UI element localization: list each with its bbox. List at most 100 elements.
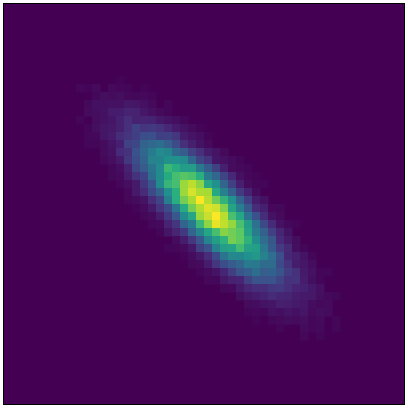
heatmap-cell <box>284 292 293 301</box>
heatmap-cell <box>188 156 197 165</box>
heatmap-cell <box>204 156 213 165</box>
heatmap-cell <box>92 132 101 141</box>
heatmap-cell <box>228 228 237 237</box>
heatmap-cell <box>332 292 341 301</box>
heatmap-cell <box>172 220 181 229</box>
heatmap-cell <box>228 196 237 205</box>
heatmap-cell <box>260 236 269 245</box>
heatmap-cell <box>316 316 325 325</box>
heatmap-cell <box>132 108 141 117</box>
heatmap-cell <box>220 148 229 157</box>
heatmap-cell <box>84 124 93 133</box>
heatmap-cell <box>140 156 149 165</box>
heatmap-cell <box>300 316 309 325</box>
heatmap-cell <box>324 308 333 317</box>
heatmap-cell <box>140 84 149 93</box>
heatmap-cell <box>220 228 229 237</box>
heatmap-cell <box>324 268 333 277</box>
heatmap-cell <box>260 244 269 253</box>
heatmap-cell <box>212 236 221 245</box>
heatmap-cell <box>132 124 141 133</box>
heatmap-cell <box>164 244 173 253</box>
heatmap-cell <box>268 276 277 285</box>
heatmap-cell <box>252 244 261 253</box>
heatmap-cell <box>316 332 325 341</box>
heatmap-cell <box>140 172 149 181</box>
heatmap-cell <box>220 244 229 253</box>
heatmap-cell <box>332 316 341 325</box>
heatmap-cell <box>324 292 333 301</box>
heatmap-cell <box>220 212 229 221</box>
heatmap-cell <box>236 220 245 229</box>
heatmap-cell <box>212 172 221 181</box>
heatmap-cell <box>180 212 189 221</box>
heatmap-cell <box>244 188 253 197</box>
heatmap-cell <box>156 156 165 165</box>
heatmap-cell <box>116 116 125 125</box>
heatmap-cell <box>116 156 125 165</box>
heatmap-cell <box>300 284 309 293</box>
heatmap-cell <box>180 164 189 173</box>
heatmap-cell <box>204 148 213 157</box>
heatmap-plot-area <box>76 76 341 341</box>
heatmap-cell <box>172 228 181 237</box>
heatmap-cell <box>276 244 285 253</box>
heatmap-cell <box>204 172 213 181</box>
heatmap-cell <box>220 196 229 205</box>
heatmap-cell <box>332 324 341 333</box>
heatmap-cell <box>76 116 85 125</box>
heatmap-cell <box>84 132 93 141</box>
heatmap-cell <box>300 324 309 333</box>
heatmap-cell <box>268 244 277 253</box>
heatmap-cell <box>276 324 285 333</box>
heatmap-cell <box>292 292 301 301</box>
heatmap-cell <box>156 212 165 221</box>
heatmap-cell <box>228 276 237 285</box>
heatmap-cell <box>124 156 133 165</box>
heatmap-cell <box>180 140 189 149</box>
heatmap-cell <box>220 172 229 181</box>
heatmap-cell <box>196 204 205 213</box>
heatmap-cell <box>180 124 189 133</box>
heatmap-cell <box>276 228 285 237</box>
heatmap-cell <box>252 172 261 181</box>
heatmap-cell <box>268 220 277 229</box>
heatmap-cell <box>244 268 253 277</box>
heatmap-cell <box>284 284 293 293</box>
heatmap-cell <box>276 260 285 269</box>
heatmap-cell <box>268 212 277 221</box>
heatmap-cell <box>260 308 269 317</box>
heatmap-cell <box>148 140 157 149</box>
heatmap-cell <box>156 116 165 125</box>
heatmap-cell <box>92 108 101 117</box>
heatmap-cell <box>132 188 141 197</box>
heatmap-cell <box>116 132 125 141</box>
heatmap-cell <box>172 156 181 165</box>
heatmap-cell <box>108 100 117 109</box>
heatmap-cell <box>244 292 253 301</box>
heatmap-cell <box>156 164 165 173</box>
heatmap-cell <box>244 260 253 269</box>
heatmap-cell <box>180 252 189 261</box>
heatmap-cell <box>140 132 149 141</box>
heatmap-cell <box>228 172 237 181</box>
heatmap-cell <box>252 260 261 269</box>
heatmap-cell <box>92 116 101 125</box>
heatmap-cell <box>204 268 213 277</box>
heatmap-cell <box>260 284 269 293</box>
heatmap-cell <box>276 268 285 277</box>
heatmap-cell <box>260 180 269 189</box>
heatmap-cell <box>244 308 253 317</box>
heatmap-cell <box>260 300 269 309</box>
heatmap-cell <box>148 108 157 117</box>
heatmap-cell <box>204 180 213 189</box>
heatmap-cell <box>100 156 109 165</box>
heatmap-cell <box>124 124 133 133</box>
heatmap-cell <box>196 156 205 165</box>
heatmap-cell <box>244 220 253 229</box>
heatmap-cell <box>164 132 173 141</box>
heatmap-cell <box>292 220 301 229</box>
heatmap-cell <box>204 276 213 285</box>
heatmap-cell <box>284 252 293 261</box>
heatmap-cell <box>108 92 117 101</box>
